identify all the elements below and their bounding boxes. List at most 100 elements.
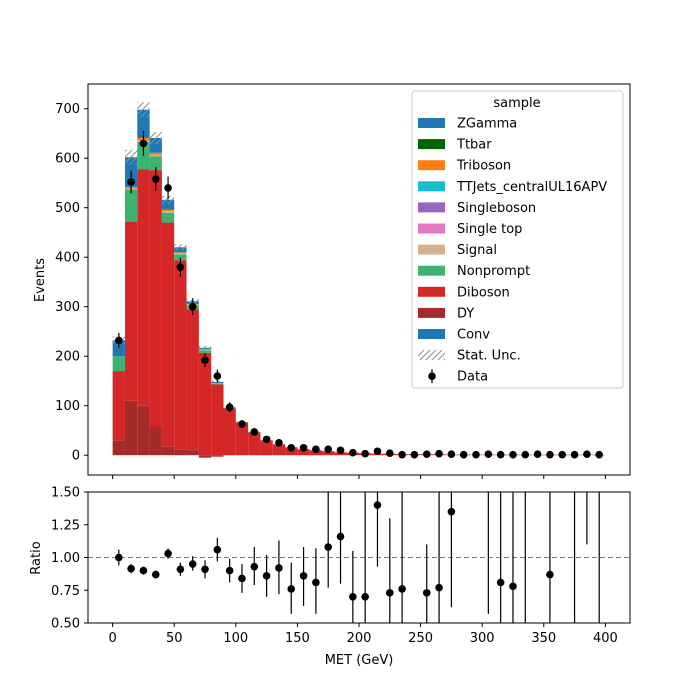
ratio-point-0	[114, 553, 123, 562]
legend-swatch-singleboson	[418, 202, 445, 213]
bar-diboson-15	[297, 449, 310, 456]
ratio-ytick-label-3: 1.25	[51, 518, 80, 533]
stacked-bars	[112, 109, 606, 458]
ratio-point-24	[422, 589, 431, 597]
stat-unc-1	[124, 149, 138, 165]
legend-swatch-nonprompt	[418, 265, 445, 276]
legend-swatch-single-top	[418, 223, 445, 234]
legend-swatch-diboson	[418, 286, 445, 297]
ratio-point-11	[250, 562, 259, 571]
bar-dy-2	[137, 405, 150, 456]
bar-diboson-6	[186, 309, 199, 451]
data-point-1	[127, 178, 135, 186]
bar-diboson-5	[174, 260, 187, 450]
ratio-point-6	[188, 560, 197, 568]
ratio-xtick-label-50: 50	[166, 631, 183, 646]
main-ytick-label-700: 700	[55, 102, 80, 117]
bar-triboson-4	[161, 209, 175, 212]
bar-diboson-17	[322, 451, 335, 456]
legend-label-zgamma: ZGamma	[457, 117, 517, 132]
ratio-xtick-label-100: 100	[223, 631, 248, 646]
legend-label-stat-unc-: Stat. Unc.	[457, 349, 521, 364]
data-point-21	[373, 447, 382, 456]
main-ytick-label-200: 200	[55, 350, 80, 365]
legend-swatch-ttbar	[418, 139, 445, 150]
data-point-5	[176, 263, 185, 271]
legend-swatch-zgamma	[418, 118, 445, 128]
legend-label-triboson: Triboson	[456, 159, 511, 174]
data-point-3	[151, 175, 160, 183]
ratio-point-31	[546, 570, 554, 579]
ratio-point-21	[373, 501, 382, 509]
bar-nonprompt-7	[198, 350, 212, 353]
ratio-y-ticks: 0.50 0.75 1.00 1.25 1.50	[51, 486, 88, 632]
ratio-x-ticks: 0 50 100 150 200 250 300 350 400	[108, 623, 618, 646]
ratio-point-19	[349, 593, 357, 601]
bar-nonprompt-4	[161, 212, 175, 223]
ratio-point-25	[435, 583, 443, 592]
ratio-point-8	[213, 545, 222, 554]
main-ytick-label-300: 300	[55, 300, 80, 315]
bar-signal-4	[161, 211, 175, 213]
data-point-37	[570, 450, 579, 459]
main-x-ticks	[112, 475, 606, 479]
stat-unc-7	[198, 345, 212, 350]
x-axis-label: MET (GeV)	[325, 653, 394, 668]
bar-diboson-8	[211, 384, 224, 456]
stat-unc-5	[174, 244, 187, 251]
data-point-13	[275, 439, 283, 447]
legend-label-nonprompt: Nonprompt	[457, 264, 530, 279]
legend-swatch-ttjets-centralul16apv	[418, 181, 445, 192]
ratio-xtick-label-150: 150	[285, 631, 310, 646]
data-point-24	[410, 450, 419, 459]
legend-label-single-top: Single top	[457, 222, 522, 237]
legend-swatch-signal	[418, 244, 445, 255]
data-point-6	[188, 302, 197, 311]
ratio-xtick-label-300: 300	[470, 631, 495, 646]
bar-nonprompt-0	[112, 356, 125, 372]
main-ytick-label-0: 0	[72, 449, 80, 464]
data-point-32	[509, 450, 517, 459]
legend-label-ttbar: Ttbar	[456, 138, 492, 153]
ratio-y-axis-label: Ratio	[29, 541, 44, 574]
bar-nonprompt-1	[124, 189, 138, 222]
data-point-33	[521, 450, 530, 459]
legend-label-ttjets-centralul16apv: TTJets_centralUL16APV	[456, 180, 607, 195]
data-point-15	[299, 443, 308, 452]
legend-label-dy: DY	[457, 306, 474, 321]
bar-diboson-10	[235, 422, 249, 456]
bar-nonprompt-5	[174, 254, 187, 261]
data-point-14	[287, 443, 296, 452]
bar-diboson-11	[248, 432, 261, 456]
ratio-point-13	[275, 564, 283, 572]
main-ytick-label-400: 400	[55, 251, 80, 266]
legend-swatch-triboson	[418, 160, 445, 171]
ratio-xtick-label-400: 400	[593, 631, 618, 646]
ratio-point-5	[176, 565, 185, 574]
data-point-12	[262, 435, 271, 444]
ratio-point-1	[127, 564, 135, 573]
data-point-11	[250, 428, 259, 436]
ratio-point-9	[225, 566, 234, 575]
ratio-point-12	[262, 572, 271, 580]
data-point-25	[422, 450, 431, 459]
data-point-9	[225, 403, 234, 411]
bar-diboson-7	[198, 352, 212, 456]
legend-swatch-dy	[418, 307, 445, 318]
bar-conv-4	[161, 199, 175, 210]
bar-signal-3	[149, 154, 162, 157]
data-point-18	[336, 446, 345, 455]
data-point-23	[398, 450, 406, 459]
data-point-28	[459, 450, 468, 459]
bar-triboson-3	[149, 152, 162, 155]
bar-diboson-4	[161, 222, 175, 447]
bar-nonprompt-3	[149, 156, 162, 171]
ratio-point-10	[238, 574, 246, 583]
ratio-xtick-label-0: 0	[108, 631, 116, 646]
stat-unc-2	[137, 102, 150, 118]
data-point-39	[595, 450, 604, 459]
bar-dy-8	[211, 455, 224, 457]
data-point-27	[447, 450, 456, 459]
bar-dy-0	[112, 440, 125, 456]
